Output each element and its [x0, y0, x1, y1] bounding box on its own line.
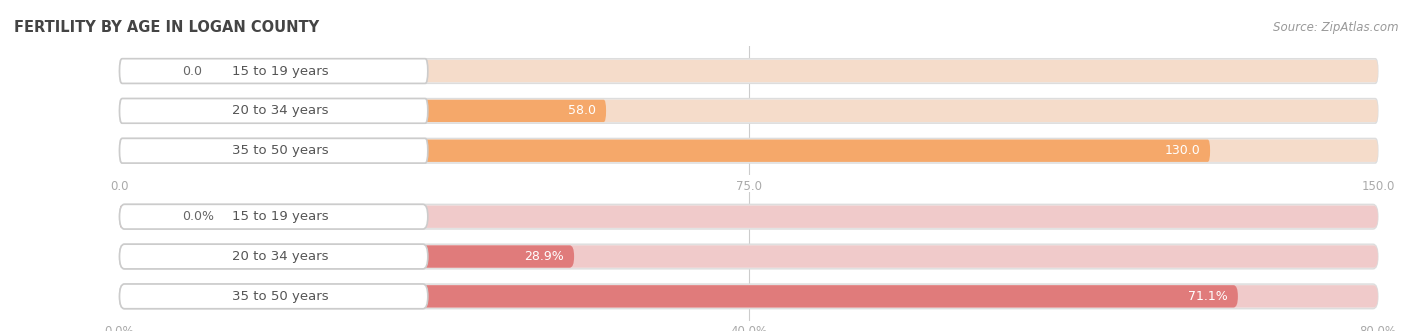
- Text: Source: ZipAtlas.com: Source: ZipAtlas.com: [1274, 21, 1399, 34]
- FancyBboxPatch shape: [120, 206, 170, 228]
- Text: 130.0: 130.0: [1164, 144, 1201, 157]
- FancyBboxPatch shape: [120, 140, 1378, 162]
- Text: 20 to 34 years: 20 to 34 years: [232, 104, 328, 118]
- FancyBboxPatch shape: [120, 285, 1378, 307]
- FancyBboxPatch shape: [120, 60, 170, 82]
- Text: 35 to 50 years: 35 to 50 years: [232, 144, 328, 157]
- FancyBboxPatch shape: [120, 284, 1378, 309]
- FancyBboxPatch shape: [120, 60, 1378, 82]
- Text: 15 to 19 years: 15 to 19 years: [232, 210, 328, 223]
- Text: 0.0%: 0.0%: [183, 210, 215, 223]
- FancyBboxPatch shape: [120, 99, 427, 123]
- FancyBboxPatch shape: [120, 100, 606, 122]
- Text: 28.9%: 28.9%: [524, 250, 564, 263]
- Text: 35 to 50 years: 35 to 50 years: [232, 290, 328, 303]
- Text: 71.1%: 71.1%: [1188, 290, 1227, 303]
- FancyBboxPatch shape: [120, 204, 427, 229]
- FancyBboxPatch shape: [120, 140, 1211, 162]
- FancyBboxPatch shape: [120, 245, 574, 268]
- FancyBboxPatch shape: [120, 100, 1378, 122]
- FancyBboxPatch shape: [120, 59, 427, 83]
- FancyBboxPatch shape: [120, 138, 1378, 163]
- FancyBboxPatch shape: [120, 204, 1378, 229]
- FancyBboxPatch shape: [120, 285, 1237, 307]
- FancyBboxPatch shape: [120, 245, 1378, 268]
- Text: 20 to 34 years: 20 to 34 years: [232, 250, 328, 263]
- FancyBboxPatch shape: [120, 59, 1378, 83]
- FancyBboxPatch shape: [120, 244, 1378, 269]
- FancyBboxPatch shape: [120, 284, 427, 309]
- FancyBboxPatch shape: [120, 138, 427, 163]
- Text: FERTILITY BY AGE IN LOGAN COUNTY: FERTILITY BY AGE IN LOGAN COUNTY: [14, 20, 319, 35]
- Text: 0.0: 0.0: [183, 65, 202, 77]
- Text: 15 to 19 years: 15 to 19 years: [232, 65, 328, 77]
- FancyBboxPatch shape: [120, 99, 1378, 123]
- Text: 58.0: 58.0: [568, 104, 596, 118]
- FancyBboxPatch shape: [120, 206, 1378, 228]
- FancyBboxPatch shape: [120, 244, 427, 269]
